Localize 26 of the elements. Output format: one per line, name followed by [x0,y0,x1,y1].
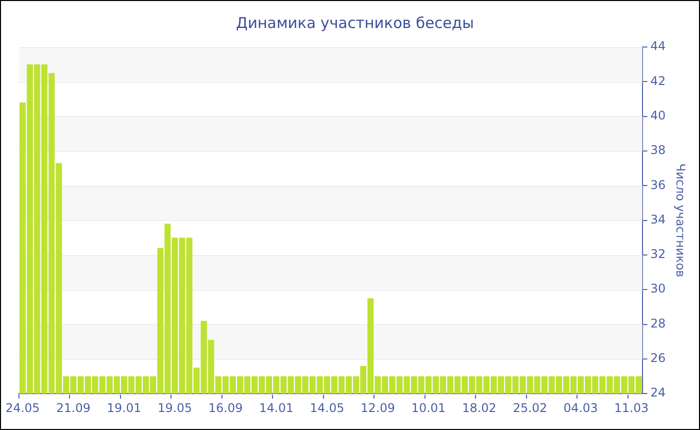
x-tick-label: 12.09 [360,400,395,415]
y-tick-label: 28 [650,316,666,330]
y-tick-label: 24 [650,386,666,400]
y-tick-label: 38 [650,143,666,158]
x-tick-label: 24.05 [5,400,40,415]
y-tick-label: 42 [650,74,666,88]
x-tick-label: 11.03 [614,400,649,415]
x-tick-label: 14.05 [310,400,344,415]
y-tick-label: 30 [650,282,666,296]
x-tick-label: 25.02 [512,400,548,415]
x-tick-label: 14.01 [259,400,294,415]
x-tick-label: 21.09 [56,400,91,415]
x-tick-label: 18.02 [462,400,496,415]
y-axis-title: Число участников [674,163,688,278]
y-tick-label: 44 [650,39,666,54]
x-tick-label: 10.01 [411,400,446,415]
chart-title: Динамика участников беседы [236,14,474,32]
x-tick-label: 16.09 [208,400,243,415]
y-tick-label: 34 [650,212,666,226]
x-tick-label: 19.01 [106,400,142,415]
y-tick-label: 32 [650,247,666,262]
x-tick-label: 04.03 [564,400,598,415]
y-tick-label: 36 [650,178,666,192]
y-tick-label: 40 [650,108,666,122]
x-tick-label: 19.05 [158,400,192,415]
y-tick-label: 26 [650,351,666,366]
